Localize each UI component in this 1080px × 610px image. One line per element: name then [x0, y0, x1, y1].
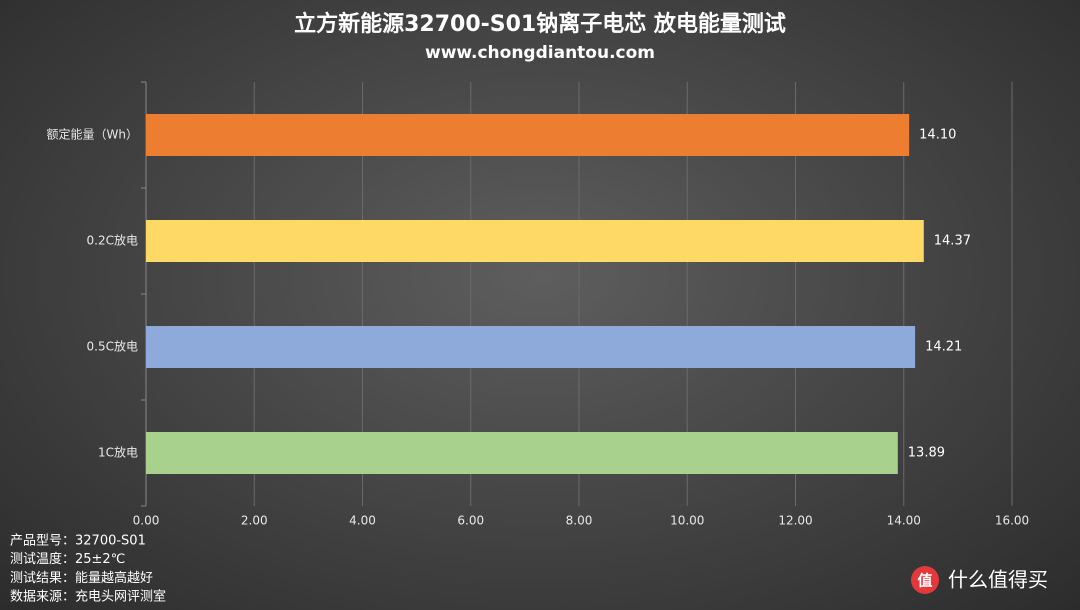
x-tick-label: 12.00 [778, 514, 812, 528]
x-tick-label: 10.00 [670, 514, 704, 528]
y-tick-label: 0.2C放电 [87, 233, 138, 248]
x-tick-label: 16.00 [995, 514, 1029, 528]
logo-char: 值 [917, 572, 932, 590]
x-tick-label: 14.00 [887, 514, 921, 528]
x-tick-label: 0.00 [133, 514, 160, 528]
chart-subtitle: www.chongdiantou.com [425, 43, 655, 63]
logo-icon [911, 566, 939, 594]
value-label: 14.10 [919, 128, 956, 143]
footnote: 产品型号：32700-S01 [10, 534, 146, 549]
footnote: 测试温度：25±2℃ [10, 551, 125, 567]
value-label: 13.89 [908, 446, 945, 461]
y-tick-label: 1C放电 [98, 445, 138, 460]
value-label: 14.37 [934, 234, 971, 249]
chart-title: 立方新能源32700-S01钠离子电芯 放电能量测试 [294, 11, 786, 37]
value-label: 14.21 [925, 340, 962, 355]
bar [146, 114, 910, 156]
y-tick-label: 额定能量（Wh） [47, 127, 138, 142]
bar [146, 432, 898, 474]
bar [146, 326, 916, 368]
y-tick-label: 0.5C放电 [87, 339, 138, 354]
bar [146, 220, 924, 262]
x-tick-label: 4.00 [349, 514, 376, 528]
footnote: 测试结果：能量越高越好 [10, 570, 153, 586]
watermark: 什么值得买 [948, 568, 1048, 592]
x-tick-label: 8.00 [566, 514, 593, 528]
x-tick-label: 6.00 [457, 514, 484, 528]
footnote: 数据来源：充电头网评测室 [10, 589, 166, 605]
x-tick-label: 2.00 [241, 514, 268, 528]
